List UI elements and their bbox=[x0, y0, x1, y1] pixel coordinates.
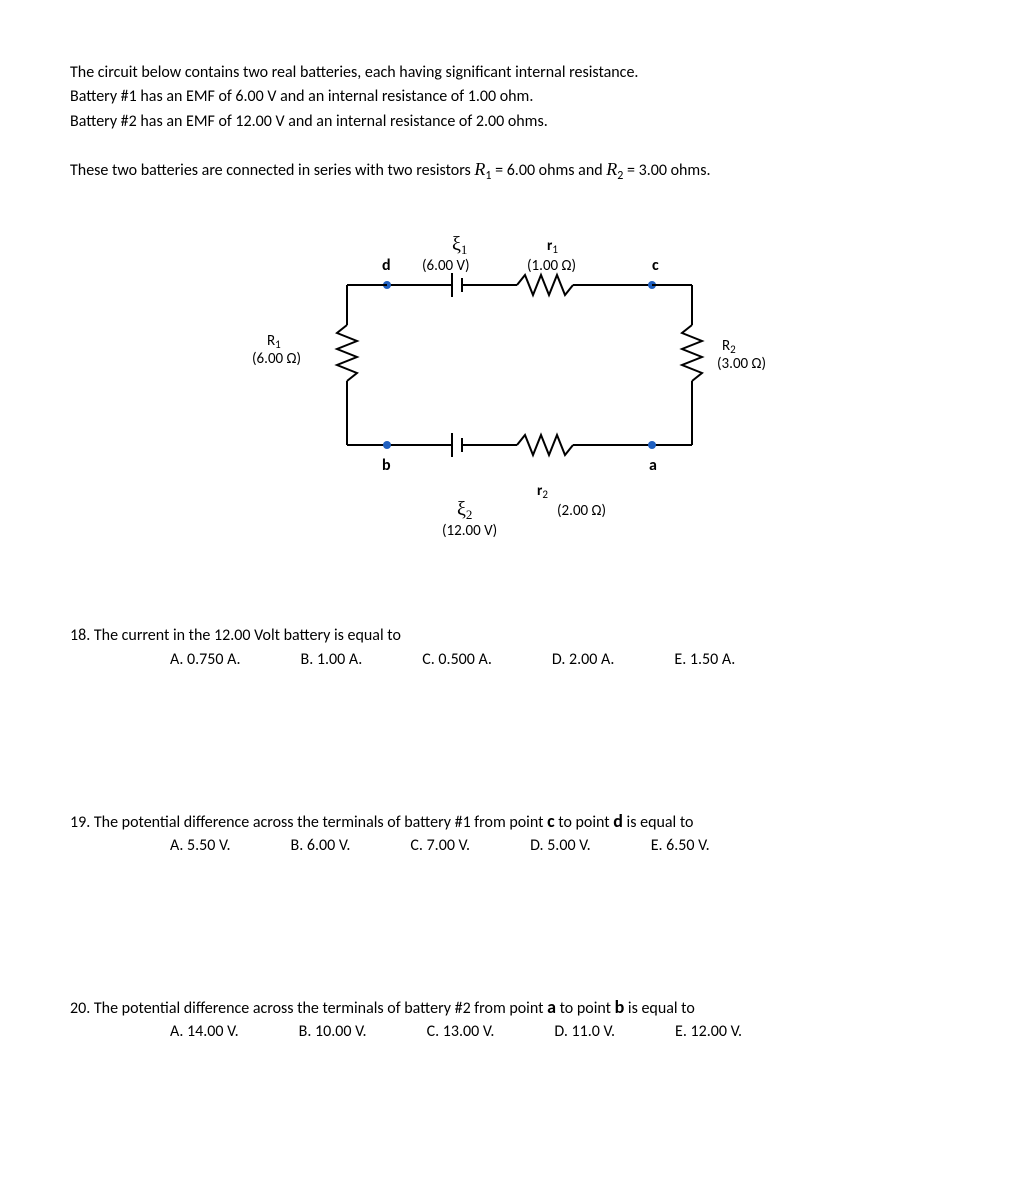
q18-text: 18. The current in the 12.00 Volt batter… bbox=[70, 625, 964, 647]
R2-label: R2 bbox=[722, 337, 736, 356]
intro-line-3: Battery #2 has an EMF of 12.00 V and an … bbox=[70, 111, 964, 133]
R2-value: (3.00 Ω) bbox=[717, 355, 766, 373]
q19-opt-c: C. 7.00 V. bbox=[410, 836, 470, 855]
q19-opt-b: B. 6.00 V. bbox=[291, 836, 351, 855]
r1-label: r1 bbox=[547, 237, 558, 256]
xi2-label: ξ2 bbox=[457, 498, 472, 522]
series-statement: These two batteries are connected in ser… bbox=[70, 157, 964, 185]
q18-options: A. 0.750 A. B. 1.00 A. C. 0.500 A. D. 2.… bbox=[170, 650, 964, 669]
q19-text: 19. The potential difference across the … bbox=[70, 809, 964, 834]
q20-opt-e: E. 12.00 V. bbox=[675, 1022, 742, 1041]
q18-opt-d: D. 2.00 A. bbox=[552, 650, 615, 669]
q19-opt-a: A. 5.50 V. bbox=[170, 836, 231, 855]
circuit-diagram: ξ1 r1 (6.00 V) (1.00 Ω) d c R1 (6.00 Ω) … bbox=[237, 225, 797, 555]
q18-opt-e: E. 1.50 A. bbox=[674, 650, 735, 669]
q20-text: 20. The potential difference across the … bbox=[70, 995, 964, 1020]
node-d-label: d bbox=[382, 256, 391, 275]
R1-label: R1 bbox=[267, 332, 281, 351]
q18-opt-a: A. 0.750 A. bbox=[170, 650, 241, 669]
q20-opt-a: A. 14.00 V. bbox=[170, 1022, 239, 1041]
xi1-value: (6.00 V) bbox=[422, 257, 470, 275]
node-c-label: c bbox=[652, 256, 659, 275]
q20-opt-d: D. 11.0 V. bbox=[554, 1022, 615, 1041]
q18-opt-b: B. 1.00 A. bbox=[301, 650, 363, 669]
q20-opt-c: C. 13.00 V. bbox=[427, 1022, 495, 1041]
intro-line-1: The circuit below contains two real batt… bbox=[70, 62, 964, 84]
q19-opt-d: D. 5.00 V. bbox=[530, 836, 591, 855]
node-a-label: a bbox=[649, 456, 657, 475]
q20-opt-b: B. 10.00 V. bbox=[299, 1022, 367, 1041]
q19-opt-e: E. 6.50 V. bbox=[651, 836, 710, 855]
question-19: 19. The potential difference across the … bbox=[70, 809, 964, 855]
xi2-value: (12.00 V) bbox=[442, 522, 497, 540]
question-20: 20. The potential difference across the … bbox=[70, 995, 964, 1041]
q19-options: A. 5.50 V. B. 6.00 V. C. 7.00 V. D. 5.00… bbox=[170, 836, 964, 855]
r2-label: r2 bbox=[537, 482, 548, 501]
r2-value: (2.00 Ω) bbox=[557, 502, 606, 520]
r1-value: (1.00 Ω) bbox=[527, 257, 576, 275]
xi1-label: ξ1 bbox=[452, 233, 467, 257]
problem-intro: The circuit below contains two real batt… bbox=[70, 62, 964, 133]
intro-line-2: Battery #1 has an EMF of 6.00 V and an i… bbox=[70, 86, 964, 108]
R1-value: (6.00 Ω) bbox=[252, 350, 301, 368]
node-b-label: b bbox=[382, 456, 391, 475]
q20-options: A. 14.00 V. B. 10.00 V. C. 13.00 V. D. 1… bbox=[170, 1022, 964, 1041]
question-18: 18. The current in the 12.00 Volt batter… bbox=[70, 625, 964, 668]
q18-opt-c: C. 0.500 A. bbox=[422, 650, 492, 669]
